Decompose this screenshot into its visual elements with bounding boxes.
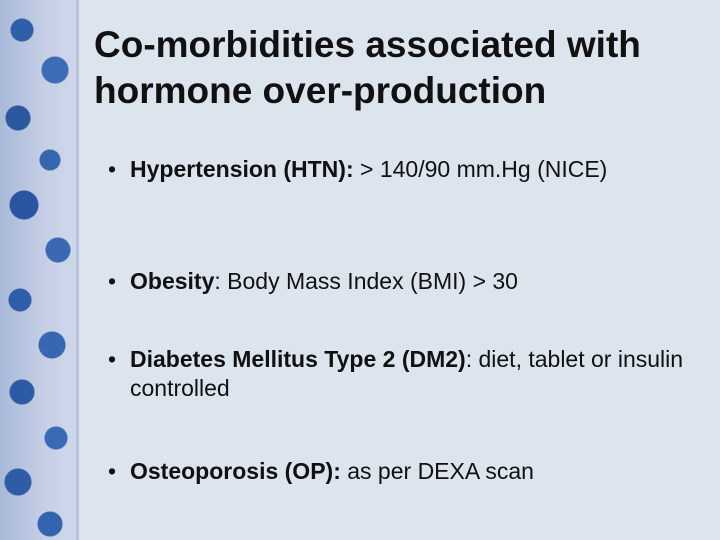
item-description: : diet, tablet or insulin controlled — [130, 346, 684, 401]
item-description: : Body Mass Index (BMI) > 30 — [214, 268, 518, 294]
bullet-icon: • — [108, 156, 117, 182]
item-description: as per DEXA scan — [340, 458, 534, 484]
item-separator: : — [345, 156, 354, 182]
microscopy-image-strip — [0, 0, 76, 540]
bullet-icon: • — [108, 346, 117, 372]
list-item: • Osteoporosis (OP): as per DEXA scan — [108, 457, 698, 486]
slide-title: Co-morbidities associated with hormone o… — [94, 24, 641, 111]
list-item: • Diabetes Mellitus Type 2 (DM2): diet, … — [108, 345, 698, 403]
bullet-icon: • — [108, 458, 117, 484]
item-description: > 140/90 mm.Hg (NICE) — [353, 156, 608, 182]
item-term: Diabetes Mellitus Type 2 (DM2) — [130, 346, 466, 372]
bullet-icon: • — [108, 268, 117, 294]
item-term: Hypertension (HTN) — [130, 156, 346, 182]
item-term: Osteoporosis (OP): — [130, 458, 341, 484]
list-item: • Obesity: Body Mass Index (BMI) > 30 — [108, 267, 698, 296]
strip-divider — [76, 0, 79, 540]
item-term: Obesity — [130, 268, 215, 294]
list-item: • Hypertension (HTN): > 140/90 mm.Hg (NI… — [108, 155, 698, 184]
